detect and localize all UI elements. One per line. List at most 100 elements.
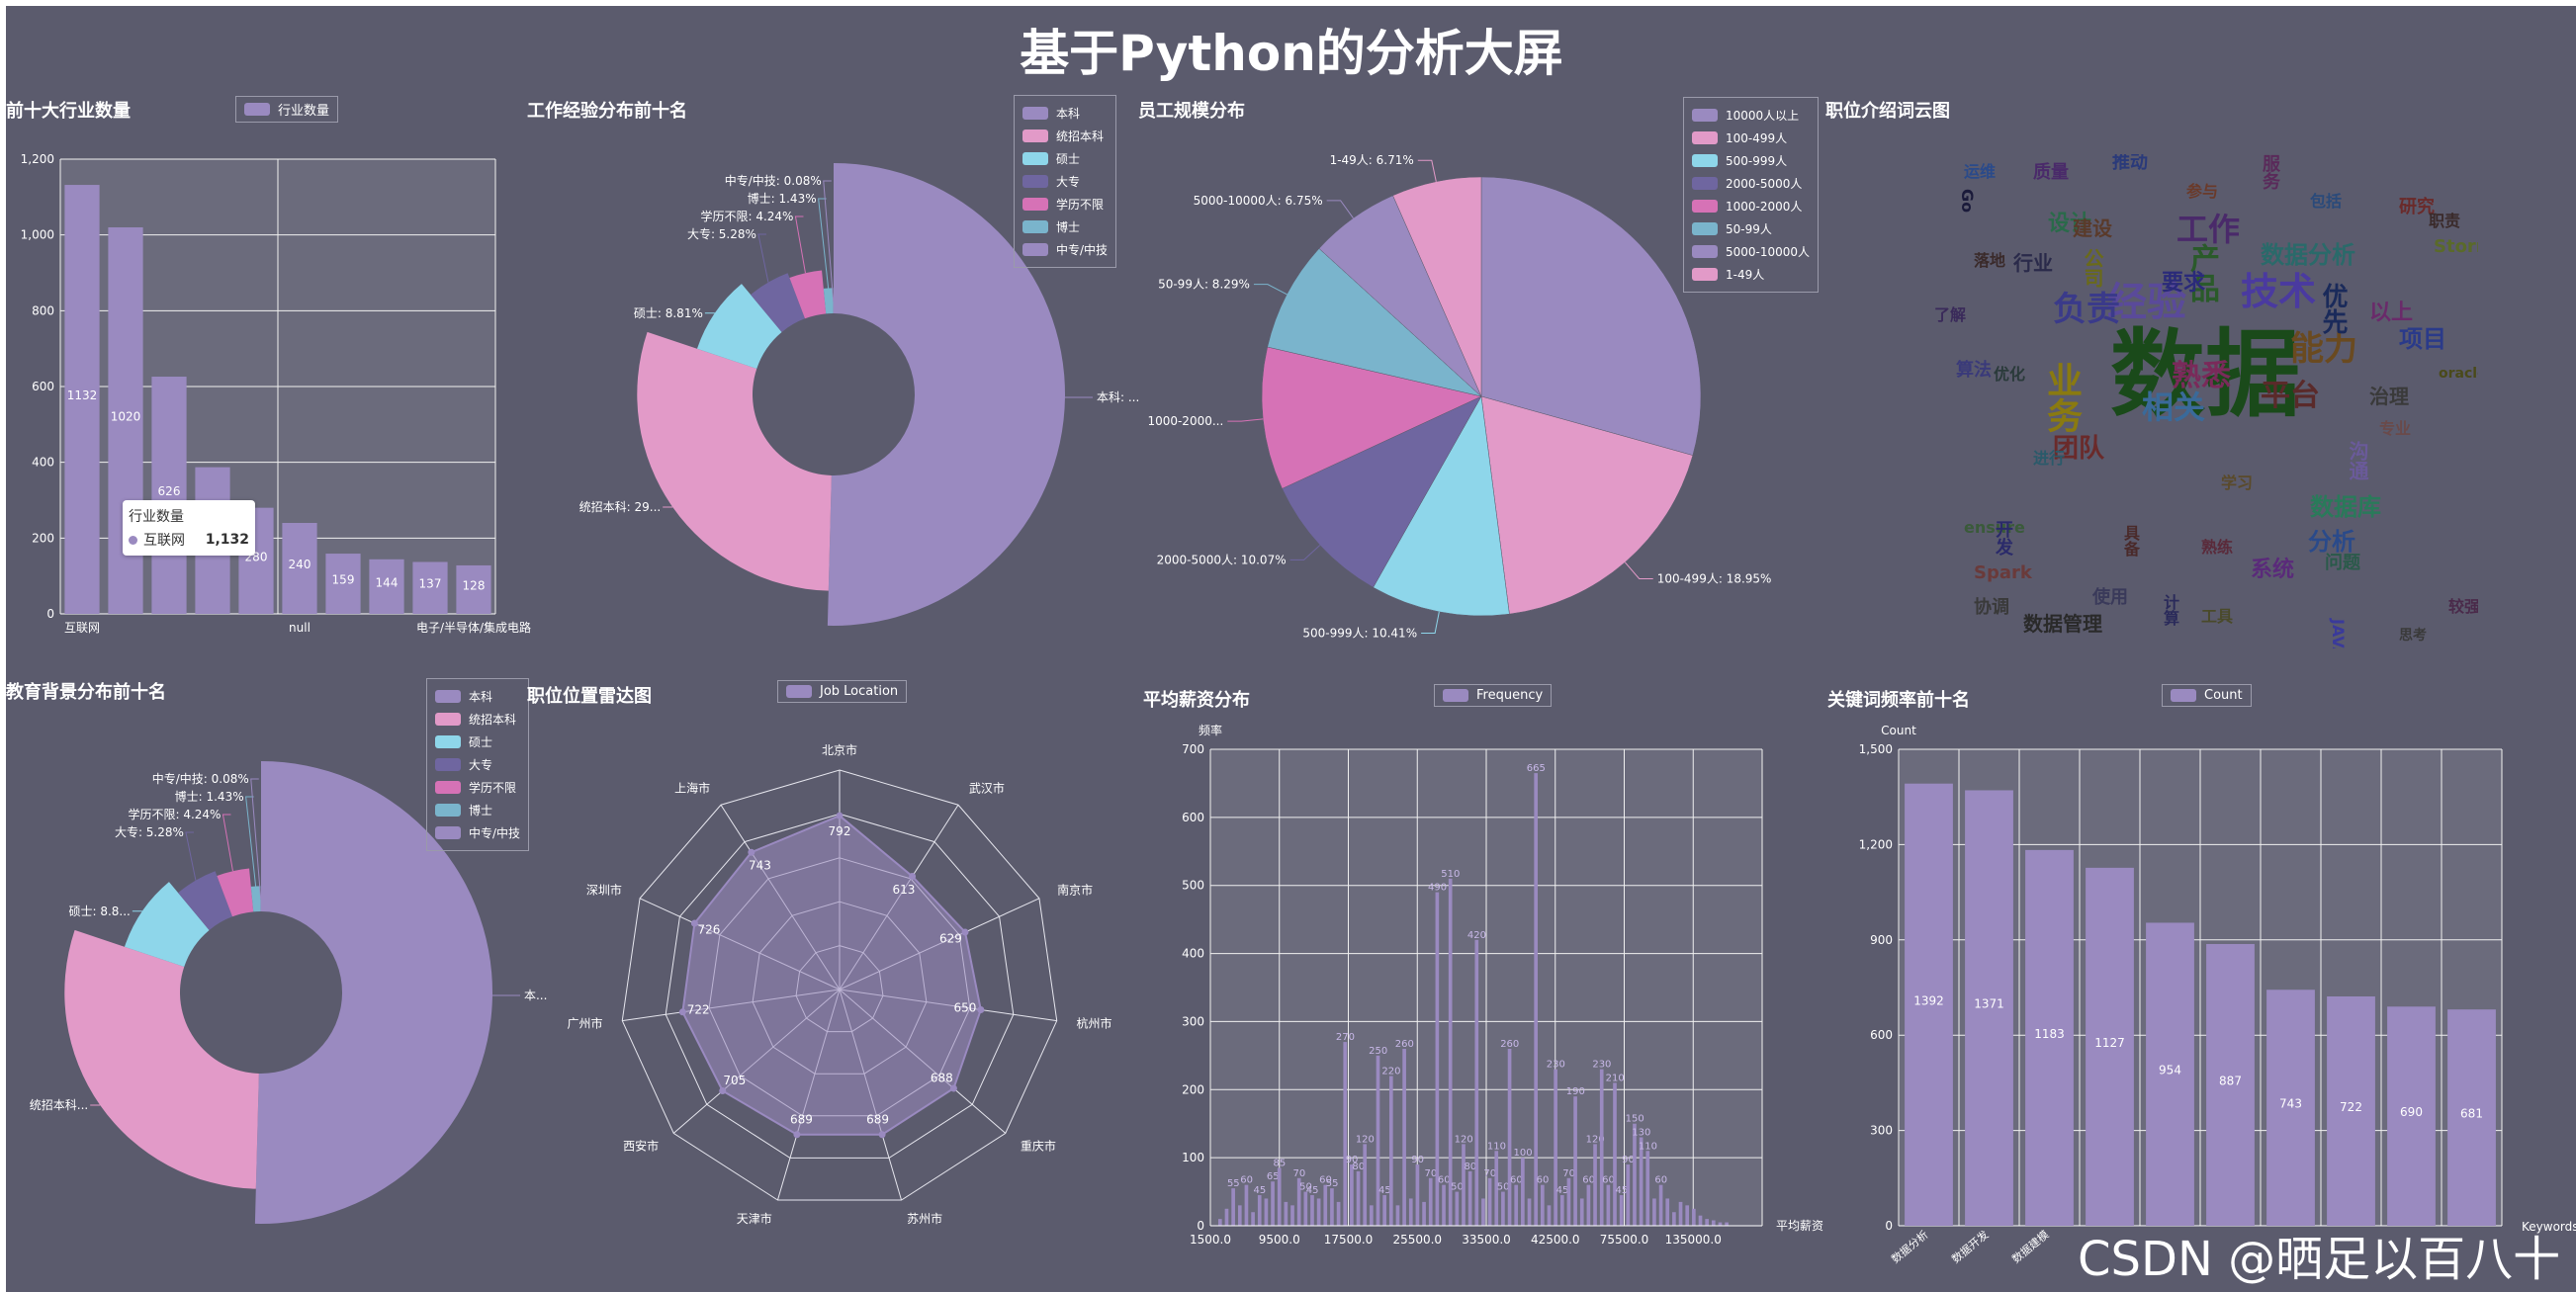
legend-item[interactable]: 统招本科 (435, 708, 520, 731)
radar-axis-label: 南京市 (1057, 882, 1093, 897)
legend-item[interactable]: 本科 (435, 685, 520, 708)
wordcloud-word: 项目 (2399, 325, 2446, 353)
industry-legend[interactable]: 行业数量 (235, 96, 339, 123)
legend-swatch (435, 758, 461, 771)
histogram-bar (1645, 1151, 1650, 1226)
legend-item[interactable]: 100-499人 (1692, 127, 1810, 149)
slice-label-line (823, 180, 835, 301)
bar-value-label: 100 (1513, 1148, 1532, 1159)
legend-item[interactable]: 中专/中技 (435, 821, 520, 844)
histogram-bar (1487, 1177, 1492, 1226)
histogram-bar (1692, 1208, 1696, 1226)
legend-swatch (435, 690, 461, 703)
legend-item[interactable]: 硕士 (1022, 147, 1108, 170)
wordcloud-word: 技术 (2241, 270, 2317, 313)
legend-label: 博士 (469, 804, 493, 818)
histogram-bar (1705, 1219, 1709, 1226)
location-legend[interactable]: Job Location (777, 680, 908, 703)
rose-slice (217, 868, 254, 917)
legend-item[interactable]: 50-99人 (1692, 217, 1810, 240)
wordcloud-word: 工具 (2201, 607, 2234, 626)
legend-swatch (2171, 689, 2196, 702)
rose-slice (124, 882, 210, 967)
slice-label: 1-49人: 6.71% (1330, 153, 1414, 167)
y-tick-label: 600 (1182, 811, 1204, 824)
y-tick-label: 500 (1182, 879, 1204, 893)
x-tick-label: 17500.0 (1324, 1233, 1374, 1247)
histogram-bar (1408, 1198, 1413, 1226)
keywords-legend[interactable]: Count (2162, 684, 2252, 707)
legend-swatch (1022, 152, 1048, 165)
salary-legend[interactable]: Frequency (1434, 684, 1553, 707)
bar-value-label: 50 (1299, 1182, 1312, 1193)
experience-legend[interactable]: 本科 统招本科硕士大专 学历不限 博士 中专/中技 (1014, 95, 1117, 268)
slice-label: 中专/中技: 0.08% (152, 771, 249, 786)
pie-slice (1480, 395, 1694, 615)
legend-item[interactable]: 学历不限 (1022, 193, 1108, 215)
x-tick-label: 42500.0 (1531, 1233, 1580, 1247)
histogram-bar (1521, 1158, 1525, 1226)
y-tick-label: 600 (1870, 1028, 1893, 1042)
legend-item[interactable]: 1000-2000人 (1692, 195, 1810, 217)
histogram-bar (1363, 1144, 1368, 1226)
legend-swatch (1443, 689, 1468, 702)
y-axis-title: 频率 (1199, 723, 1222, 737)
slice-label-line (757, 233, 769, 283)
scale-legend[interactable]: 10000人以上 100-499人 500-999人 2000-5000人 1000-2… (1683, 97, 1820, 293)
histogram-bar (1658, 1184, 1663, 1226)
legend-item[interactable]: 博士 (435, 799, 520, 821)
bar-value-label: 1392 (1913, 993, 1944, 1007)
histogram-bar (1652, 1198, 1656, 1226)
legend-item[interactable]: 中专/中技 (1022, 238, 1108, 261)
experience-rose-chart: 本科: ... 统招本科: 29... 硕士: 8.81% 大专: 5.28% 学历不限… (579, 163, 1139, 626)
legend-item[interactable]: 大专 (435, 753, 520, 776)
histogram-bar (1296, 1177, 1301, 1226)
legend-item[interactable]: 10000人以上 (1692, 104, 1810, 127)
radar-point (678, 1008, 686, 1016)
radar-point (836, 812, 844, 819)
histogram-bar (1685, 1205, 1690, 1226)
legend-item[interactable]: 5000-10000人 (1692, 240, 1810, 263)
wordcloud-word: 经验 (2107, 280, 2186, 325)
legend-item[interactable]: 500-999人 (1692, 149, 1810, 172)
histogram-bar (1422, 1201, 1426, 1226)
legend-item[interactable]: 博士 (1022, 215, 1108, 238)
wordcloud-word: 协调 (1974, 597, 2009, 618)
legend-label: 硕士 (1056, 152, 1081, 166)
slice-label-line (1326, 200, 1354, 218)
x-tick-label: 9500.0 (1259, 1233, 1300, 1247)
education-legend[interactable]: 本科 统招本科 硕士 大专 学历不限博士中专/中技 (426, 678, 530, 851)
wordcloud-word: 优先 (2318, 283, 2348, 334)
legend-item[interactable]: 硕士 (435, 731, 520, 753)
legend-item[interactable]: 1-49人 (1692, 263, 1810, 286)
radar-point (949, 1084, 957, 1092)
legend-item[interactable]: 2000-5000人 (1692, 172, 1810, 195)
wordcloud-word: 产品 (2184, 243, 2219, 302)
salary-panel-title: 平均薪资分布 (1143, 690, 1250, 711)
slice-label-line (1421, 611, 1440, 634)
histogram-bar (1606, 1184, 1611, 1226)
dashboard-screen: 基于Python的分析大屏 前十大行业数量 行业数量 0 200 400 600 800… (6, 6, 2576, 1292)
rose-slice (696, 284, 782, 369)
y-tick-label: 300 (1870, 1124, 1893, 1138)
wordcloud-word: 分析 (2308, 528, 2355, 556)
histogram-bar (1244, 1184, 1249, 1226)
bar-value-label: 70 (1562, 1168, 1575, 1179)
pie-slice (1480, 176, 1702, 456)
legend-swatch (435, 735, 461, 748)
legend-item[interactable]: 学历不限 (435, 776, 520, 799)
wordcloud-word: 开发 (1993, 520, 2013, 556)
x-axis-title: Keywords (2522, 1220, 2576, 1234)
wordcloud-word: 治理 (2369, 385, 2409, 408)
bar-value-label: 128 (463, 578, 486, 592)
pie-slice (1392, 176, 1482, 397)
legend-item[interactable]: 本科 (1022, 102, 1108, 125)
histogram-bar (1467, 1170, 1472, 1226)
y-tick-label: 600 (32, 380, 54, 393)
legend-item[interactable]: 大专 (1022, 170, 1108, 193)
bar-value-label: 210 (1606, 1073, 1625, 1083)
scale-pie-chart: 100-499人: 18.95% 500-999人: 10.41% 2000-500… (1147, 153, 1771, 640)
slice-label-line (818, 198, 830, 289)
bar-value-label: 190 (1566, 1086, 1585, 1097)
legend-item[interactable]: 统招本科 (1022, 125, 1108, 147)
